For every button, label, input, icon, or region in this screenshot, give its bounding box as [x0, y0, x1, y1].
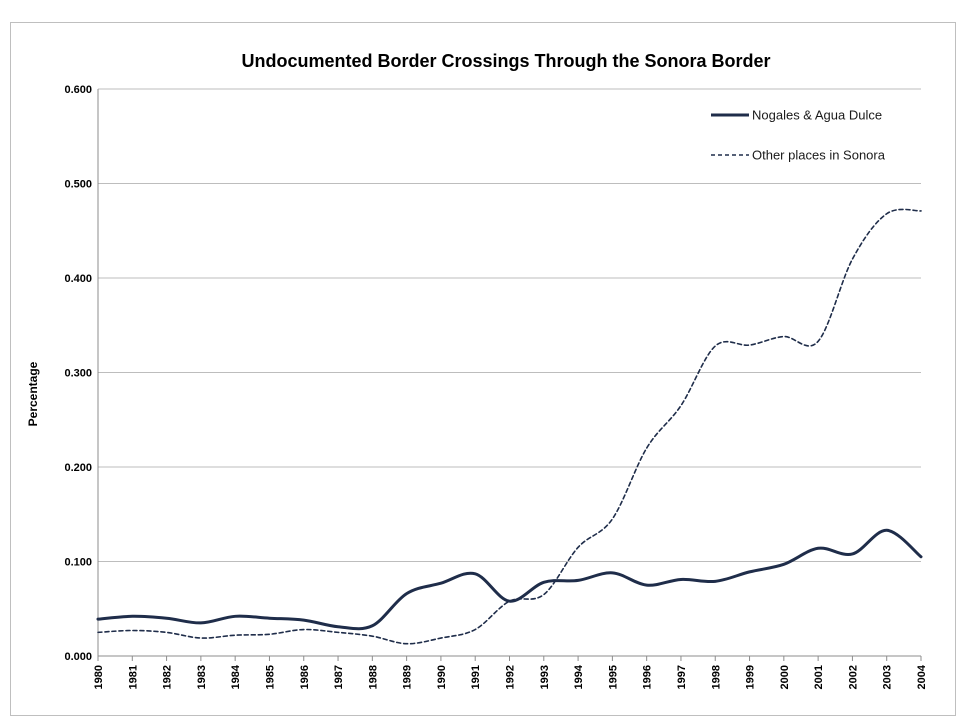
x-tick-label: 1993: [539, 665, 551, 689]
x-tick-label: 2003: [882, 665, 894, 689]
x-tick-labels: 1980 1981 1982 1983 1984 1985 1986 1987 1988 1989…: [93, 664, 928, 689]
x-tick-label: 1998: [710, 665, 722, 689]
series-line-other-places: [97, 208, 922, 645]
x-tick-label: 2000: [779, 665, 791, 689]
x-tick-label: 1996: [642, 665, 654, 689]
x-tick-label: 1984: [230, 664, 242, 689]
x-tick-label: 1999: [745, 665, 757, 689]
y-tick-labels: 0.000 0.100 0.200 0.300 0.400 0.500 0.600: [64, 84, 92, 663]
y-tick-label: 0.000: [64, 651, 92, 663]
y-tick-label: 0.200: [64, 462, 92, 474]
y-axis-label: Percentage: [26, 361, 40, 426]
legend-label: Nogales & Agua Dulce: [752, 108, 882, 123]
x-tick-label: 1990: [436, 665, 448, 689]
grid: [98, 88, 921, 562]
chart-title: Undocumented Border Crossings Through th…: [241, 51, 770, 71]
x-tick-label: 2001: [813, 665, 825, 689]
axes: [97, 89, 922, 661]
x-tick-label: 2004: [916, 664, 928, 689]
legend: Nogales & Agua Dulce Other places in Sono…: [711, 108, 886, 163]
y-tick-label: 0.500: [64, 179, 92, 191]
x-tick-label: 1982: [162, 665, 174, 689]
x-tick-label: 1983: [196, 665, 208, 689]
y-tick-label: 0.100: [64, 557, 92, 569]
x-tick-label: 1985: [264, 665, 276, 689]
x-tick-label: 2002: [847, 665, 859, 689]
x-tick-label: 1995: [607, 665, 619, 689]
y-tick-label: 0.400: [64, 273, 92, 285]
series-line-nogales: [96, 528, 923, 631]
x-tick-label: 1989: [402, 665, 414, 689]
chart-frame: Undocumented Border Crossings Through th…: [10, 22, 956, 716]
x-tick-label: 1981: [127, 665, 139, 689]
x-tick-label: 1980: [93, 665, 105, 689]
series: [96, 208, 923, 645]
x-tick-label: 1994: [573, 664, 585, 689]
y-tick-label: 0.300: [64, 368, 92, 380]
legend-label: Other places in Sonora: [752, 148, 886, 163]
x-tick-label: 1997: [676, 665, 688, 689]
y-tick-label: 0.600: [64, 84, 92, 96]
x-tick-label: 1987: [333, 665, 345, 689]
x-tick-label: 1991: [470, 665, 482, 689]
chart: Undocumented Border Crossings Through th…: [26, 51, 928, 689]
x-tick-label: 1986: [299, 665, 311, 689]
x-tick-label: 1992: [505, 665, 517, 689]
x-tick-label: 1988: [367, 665, 379, 689]
